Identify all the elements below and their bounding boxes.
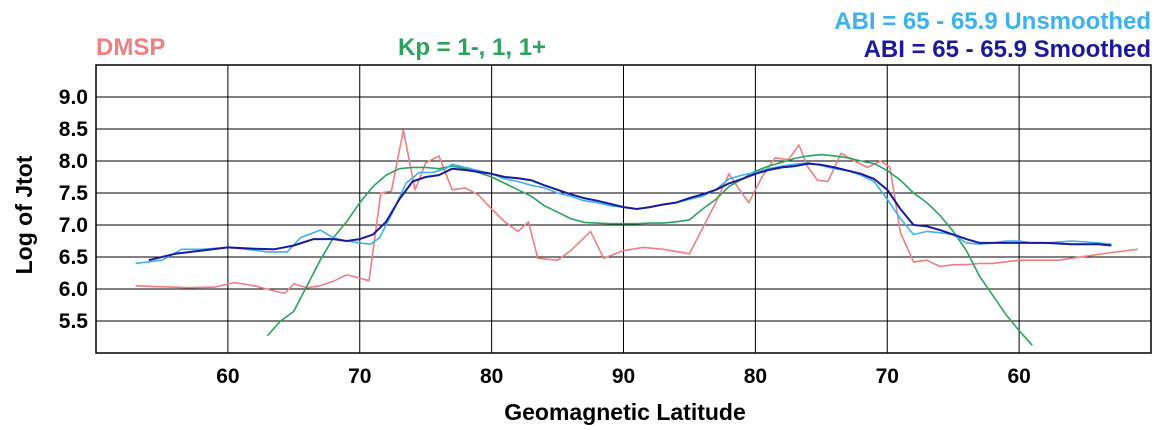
y-tick-label: 6.0 xyxy=(59,278,88,301)
x-tick-label: 60 xyxy=(216,365,239,388)
y-tick-label: 9.0 xyxy=(59,86,88,109)
x-tick-label: 70 xyxy=(876,365,899,388)
x-tick-label: 90 xyxy=(612,365,635,388)
series-line-kp xyxy=(266,153,1033,346)
y-tick-label: 5.5 xyxy=(59,310,89,333)
plot-frame xyxy=(95,64,1152,354)
y-tick-label: 7.0 xyxy=(59,214,88,237)
legend-smoothed: ABI = 65 - 65.9 Smoothed xyxy=(864,36,1151,63)
x-axis-title: Geomagnetic Latitude xyxy=(504,399,746,425)
legend-dmsp: DMSP xyxy=(96,34,165,61)
legend-kp: Kp = 1-, 1, 1+ xyxy=(398,34,546,61)
series-line-dmsp xyxy=(135,129,1138,295)
y-tick-label: 8.0 xyxy=(59,150,88,173)
x-tick-label: 70 xyxy=(348,365,371,388)
series-line-smoothed xyxy=(148,162,1112,262)
grid xyxy=(95,65,1152,353)
series-layer xyxy=(135,129,1138,346)
y-tick-label: 8.5 xyxy=(59,118,89,141)
x-tick-label: 80 xyxy=(744,365,767,388)
y-tick-labels: 5.5 6.0 6.5 7.0 7.5 8.0 8.5 9.0 xyxy=(59,86,89,333)
x-tick-labels: 60 70 80 90 80 70 60 xyxy=(216,365,1031,388)
legend-unsmoothed: ABI = 65 - 65.9 Unsmoothed xyxy=(834,8,1151,35)
x-tick-label: 60 xyxy=(1007,365,1030,388)
y-tick-label: 6.5 xyxy=(59,246,89,269)
y-tick-label: 7.5 xyxy=(59,182,89,205)
x-tick-label: 80 xyxy=(480,365,503,388)
y-axis-title: Log of Jtot xyxy=(11,155,37,274)
